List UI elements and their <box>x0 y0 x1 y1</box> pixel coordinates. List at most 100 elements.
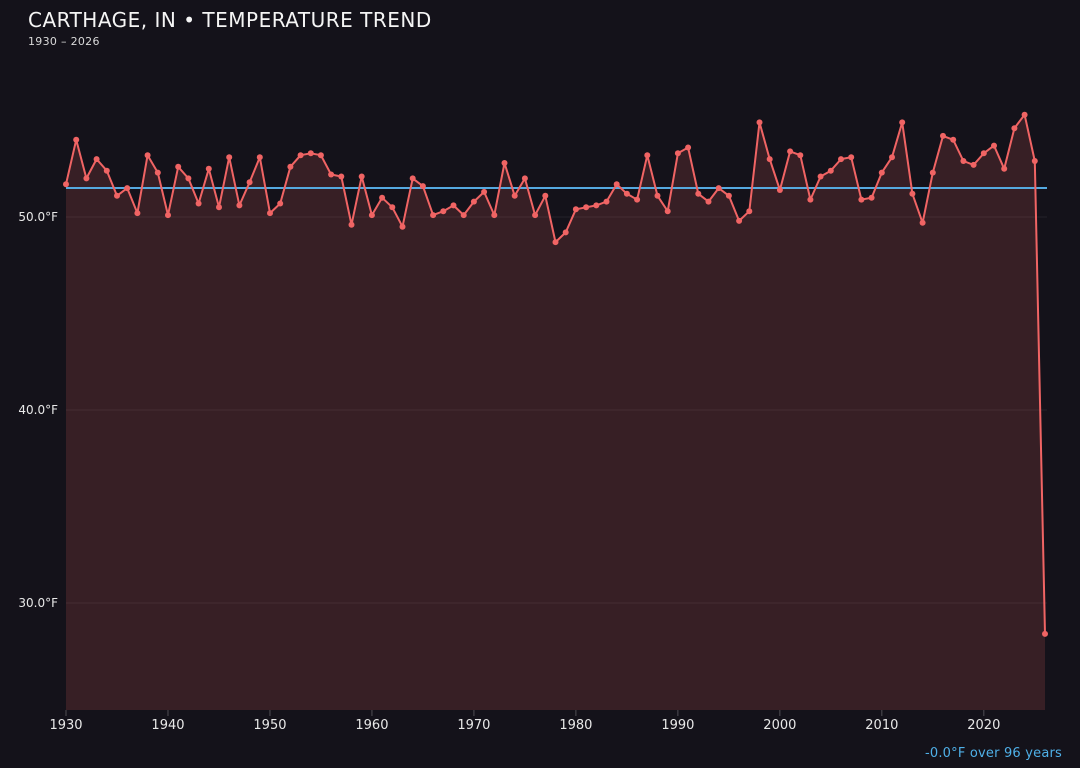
x-axis-tick-label: 1980 <box>559 718 592 733</box>
data-point <box>511 192 518 199</box>
data-point <box>776 187 783 193</box>
data-point <box>185 175 192 182</box>
data-point <box>532 212 539 219</box>
data-point <box>501 160 508 166</box>
data-point <box>603 198 610 205</box>
x-axis-tick-label: 1990 <box>661 718 694 733</box>
data-point <box>481 188 488 195</box>
data-point <box>878 169 885 176</box>
data-point <box>725 192 732 199</box>
data-point <box>766 156 773 163</box>
page-title: CARTHAGE, IN • TEMPERATURE TREND <box>28 8 432 32</box>
data-point <box>470 198 477 205</box>
data-point <box>899 119 906 126</box>
data-point <box>950 136 957 143</box>
data-point <box>491 212 498 219</box>
data-point <box>827 167 834 174</box>
data-point <box>379 194 386 201</box>
data-point <box>919 219 926 226</box>
y-axis-tick-label: 50.0°F <box>18 210 58 224</box>
data-point <box>144 152 151 159</box>
data-point <box>460 212 467 219</box>
data-point <box>419 183 426 190</box>
data-point <box>154 169 161 176</box>
x-axis-tick-label: 1960 <box>355 718 388 733</box>
data-point <box>195 200 202 207</box>
data-point <box>1011 125 1018 132</box>
data-point <box>226 154 233 161</box>
data-point <box>868 194 875 201</box>
data-point <box>216 204 222 211</box>
chart-header: CARTHAGE, IN • TEMPERATURE TREND 1930 – … <box>28 8 432 48</box>
data-point <box>409 175 416 182</box>
data-point <box>389 204 396 211</box>
data-point <box>695 190 702 197</box>
data-point <box>175 163 182 170</box>
data-point <box>307 150 314 157</box>
data-point <box>889 154 895 161</box>
data-point <box>348 221 355 228</box>
data-point <box>73 136 80 143</box>
temperature-area-fill <box>66 114 1045 710</box>
data-point <box>93 156 100 163</box>
data-point <box>797 152 804 159</box>
data-point <box>756 119 763 126</box>
data-point <box>124 185 131 192</box>
data-point <box>664 208 671 215</box>
data-point <box>960 158 967 164</box>
data-point <box>970 161 977 168</box>
data-point <box>246 179 253 186</box>
data-point <box>685 144 692 151</box>
data-point <box>1021 111 1028 118</box>
x-axis-tick-label: 2010 <box>865 718 898 733</box>
trend-summary-label: -0.0°F over 96 years <box>924 746 1062 761</box>
x-axis-tick-label: 2000 <box>763 718 796 733</box>
y-axis-tick-label: 40.0°F <box>18 403 58 417</box>
data-point <box>338 173 345 180</box>
x-axis-tick-label: 1950 <box>253 718 286 733</box>
data-point <box>613 181 620 188</box>
data-point <box>83 175 90 182</box>
data-point <box>746 208 753 215</box>
x-axis-tick-label: 2020 <box>967 718 1000 733</box>
data-point <box>980 150 987 157</box>
data-point <box>1001 165 1008 172</box>
page-subtitle: 1930 – 2026 <box>28 35 100 48</box>
data-point <box>236 202 243 209</box>
data-point <box>787 148 794 155</box>
data-point <box>623 190 630 197</box>
data-point <box>521 175 528 182</box>
data-point <box>1031 158 1038 164</box>
data-point <box>909 190 916 197</box>
data-point <box>572 206 579 213</box>
data-point <box>674 150 681 157</box>
data-point <box>542 192 549 199</box>
y-axis-tick-label: 30.0°F <box>18 596 58 610</box>
data-point <box>838 156 844 163</box>
data-point <box>858 196 865 203</box>
data-point <box>929 169 936 176</box>
data-point <box>63 181 69 188</box>
x-axis-tick-label: 1930 <box>49 718 82 733</box>
data-point <box>256 154 263 161</box>
data-point <box>562 229 569 236</box>
data-point <box>165 212 171 219</box>
data-point <box>848 154 855 161</box>
data-point <box>940 132 946 139</box>
data-point <box>267 210 273 217</box>
x-axis-tick-label: 1970 <box>457 718 490 733</box>
data-point <box>644 152 651 159</box>
data-point <box>593 202 600 209</box>
data-point <box>715 185 722 192</box>
data-point <box>1042 630 1048 637</box>
x-axis-tick-label: 1940 <box>151 718 184 733</box>
data-point <box>277 200 284 207</box>
data-point <box>358 173 365 180</box>
data-point <box>297 152 304 159</box>
data-point <box>450 202 457 209</box>
data-point <box>114 192 120 199</box>
data-point <box>991 142 997 149</box>
data-point <box>205 165 212 172</box>
data-point <box>328 171 335 178</box>
